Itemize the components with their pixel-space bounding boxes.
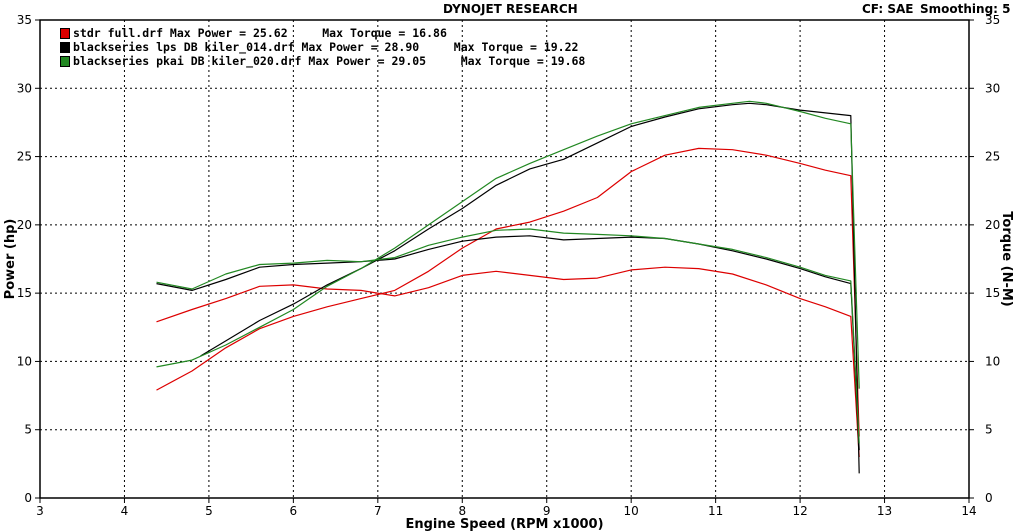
y-tick-label: 30 — [17, 81, 32, 95]
x-tick-label: 3 — [36, 504, 44, 518]
x-tick-label: 13 — [877, 504, 892, 518]
y2-tick-label: 10 — [985, 354, 1000, 368]
x-tick-label: 12 — [792, 504, 807, 518]
y2-tick-label: 30 — [985, 81, 1000, 95]
y2-tick-label: 20 — [985, 218, 1000, 232]
x-tick-label: 5 — [205, 504, 213, 518]
x-tick-label: 4 — [121, 504, 129, 518]
smoothing-label: Smoothing: 5 — [920, 2, 1011, 16]
series-line-torque — [156, 266, 860, 458]
y2-tick-label: 25 — [985, 150, 1000, 164]
x-tick-label: 10 — [624, 504, 639, 518]
y2-tick-label: 0 — [985, 491, 993, 505]
y-tick-label: 5 — [24, 423, 32, 437]
y-tick-label: 35 — [17, 13, 32, 27]
y2-tick-label: 5 — [985, 423, 993, 437]
legend-item: blackseries lps DB kiler_014.drf Max Pow… — [60, 40, 585, 54]
x-tick-label: 6 — [290, 504, 298, 518]
chart-title: DYNOJET RESEARCH — [443, 2, 578, 16]
y-tick-label: 20 — [17, 218, 32, 232]
legend-label: blackseries pkai DB kiler_020.drf Max Po… — [73, 54, 586, 68]
cf-label: CF: SAE — [862, 2, 914, 16]
legend-swatch — [60, 55, 70, 67]
legend-item: blackseries pkai DB kiler_020.drf Max Po… — [60, 54, 585, 68]
legend-item: stdr full.drf Max Power = 25.62 Max Torq… — [60, 26, 585, 40]
y-axis-title: Power (hp) — [3, 219, 18, 300]
series-line-torque — [156, 235, 860, 451]
series-line-torque — [156, 228, 860, 444]
legend-swatch — [60, 27, 70, 39]
y2-tick-label: 15 — [985, 286, 1000, 300]
x-tick-label: 14 — [961, 504, 976, 518]
series-line-power — [156, 100, 860, 389]
legend-label: blackseries lps DB kiler_014.drf Max Pow… — [73, 40, 579, 54]
legend-swatch — [60, 41, 70, 53]
y-tick-label: 25 — [17, 150, 32, 164]
x-axis-title: Engine Speed (RPM x1000) — [405, 517, 603, 531]
legend: stdr full.drf Max Power = 25.62 Max Torq… — [60, 26, 585, 68]
y-tick-label: 15 — [17, 286, 32, 300]
y-tick-label: 0 — [24, 491, 32, 505]
x-tick-label: 8 — [458, 504, 466, 518]
x-tick-label: 7 — [374, 504, 382, 518]
series-line-power — [156, 147, 860, 437]
y2-tick-label: 35 — [985, 13, 1000, 27]
x-tick-label: 11 — [708, 504, 723, 518]
x-tick-label: 9 — [543, 504, 551, 518]
y-tick-label: 10 — [17, 354, 32, 368]
plot-frame — [39, 19, 970, 499]
legend-label: stdr full.drf Max Power = 25.62 Max Torq… — [73, 26, 447, 40]
y2-axis-title: Torque (N-M) — [999, 211, 1014, 306]
